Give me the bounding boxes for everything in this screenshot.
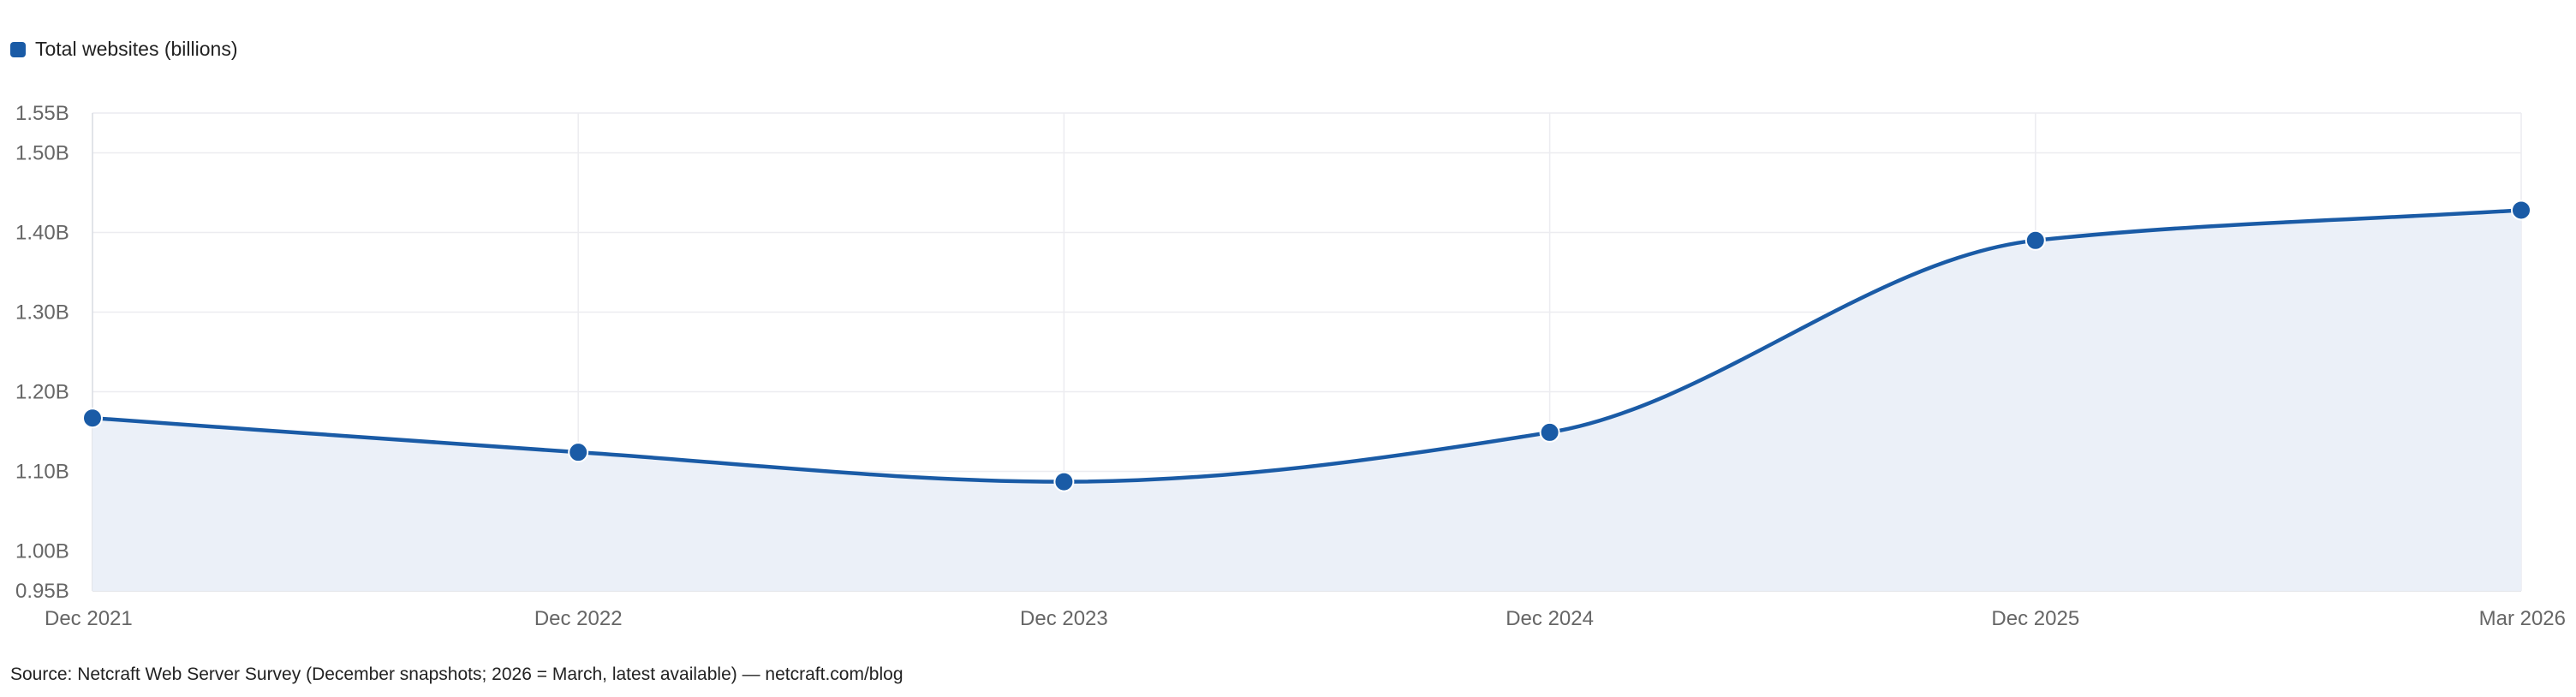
source-note: Source: Netcraft Web Server Survey (Dece… <box>10 664 903 684</box>
data-point <box>1539 421 1560 443</box>
x-tick-label: Dec 2023 <box>1020 607 1108 630</box>
x-tick-label: Dec 2022 <box>534 607 623 630</box>
x-tick-label: Dec 2021 <box>45 607 133 630</box>
y-tick-label: 1.55B <box>15 102 69 125</box>
x-tick-label: Mar 2026 <box>2479 607 2566 630</box>
legend-label: Total websites (billions) <box>35 38 238 60</box>
y-tick-label: 1.00B <box>15 540 69 563</box>
x-tick-label: Dec 2025 <box>1991 607 2079 630</box>
chart-legend: Total websites (billions) <box>10 38 237 61</box>
x-tick-label: Dec 2024 <box>1506 607 1594 630</box>
legend-swatch <box>10 41 26 57</box>
y-tick-label: 1.10B <box>15 461 69 484</box>
y-tick-label: 1.30B <box>15 301 69 325</box>
y-tick-label: 1.40B <box>15 222 69 245</box>
data-point <box>2024 229 2046 251</box>
data-point <box>568 442 589 463</box>
y-tick-label: 0.95B <box>15 580 69 603</box>
data-point <box>2511 200 2531 221</box>
y-tick-label: 1.50B <box>15 142 69 165</box>
data-point <box>1053 471 1075 492</box>
series-area-fill <box>92 210 2521 591</box>
y-tick-label: 1.20B <box>15 381 69 404</box>
data-point <box>82 408 103 429</box>
series-line <box>90 208 2524 484</box>
